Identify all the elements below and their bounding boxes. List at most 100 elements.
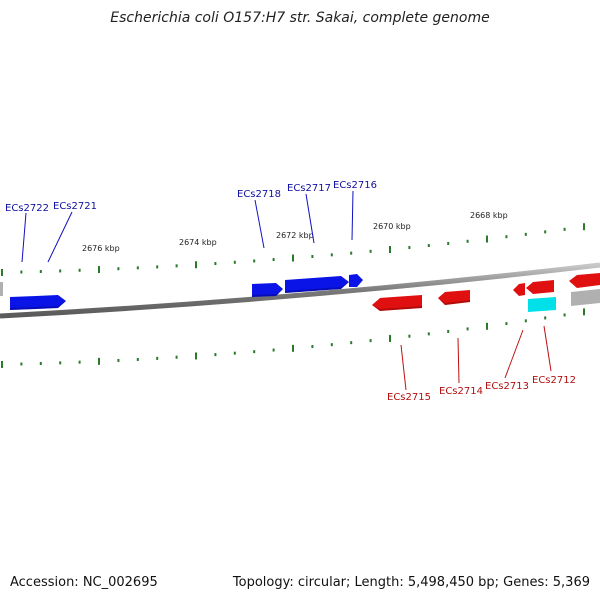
minor-tick bbox=[408, 334, 411, 338]
major-tick bbox=[486, 322, 488, 330]
forward-tick-ring bbox=[1, 223, 585, 276]
major-tick bbox=[389, 245, 391, 253]
scale-label-2672: 2672 kbp bbox=[276, 231, 314, 240]
minor-tick bbox=[447, 329, 450, 333]
minor-tick bbox=[524, 319, 527, 323]
genome-backbone bbox=[0, 262, 600, 319]
forward-genes bbox=[10, 274, 363, 310]
minor-tick bbox=[117, 358, 120, 362]
gene-ECs2713[interactable] bbox=[513, 283, 525, 296]
minor-tick bbox=[505, 322, 508, 326]
gene-ECs2716[interactable] bbox=[349, 274, 363, 287]
minor-tick bbox=[214, 353, 217, 357]
gene-ECs2722[interactable] bbox=[10, 296, 36, 310]
minor-tick bbox=[233, 351, 236, 355]
scale-label-2670: 2670 kbp bbox=[373, 222, 411, 231]
gene-ECs2717[interactable] bbox=[285, 276, 349, 293]
minor-tick bbox=[20, 362, 23, 366]
minor-tick bbox=[59, 361, 62, 365]
reverse-gene-labels: ECs2715 ECs2714 ECs2713 ECs2712 bbox=[387, 375, 576, 403]
minor-tick bbox=[563, 227, 566, 231]
minor-tick bbox=[156, 356, 159, 360]
minor-tick bbox=[524, 232, 527, 236]
minor-tick bbox=[136, 266, 139, 270]
minor-tick bbox=[20, 270, 23, 274]
minor-tick bbox=[39, 270, 42, 274]
gene-ECs2712[interactable] bbox=[526, 280, 554, 294]
minor-tick bbox=[136, 357, 139, 361]
forward-gene-labels: ECs2722 ECs2721 ECs2718 ECs2717 ECs2716 bbox=[5, 180, 377, 214]
minor-tick bbox=[156, 265, 159, 269]
label-ECs2722[interactable]: ECs2722 bbox=[5, 203, 49, 214]
minor-tick bbox=[350, 251, 353, 255]
minor-tick bbox=[505, 235, 508, 239]
minor-tick bbox=[350, 341, 353, 345]
forward-label-lines bbox=[21, 190, 354, 263]
label-ECs2716[interactable]: ECs2716 bbox=[333, 180, 377, 191]
genome-summary-text: Topology: circular; Length: 5,498,450 bp… bbox=[232, 575, 590, 590]
minor-tick bbox=[214, 262, 217, 266]
minor-tick bbox=[311, 345, 314, 349]
minor-tick bbox=[253, 259, 256, 263]
gene-ECs2715[interactable] bbox=[372, 295, 422, 311]
minor-tick bbox=[78, 268, 81, 272]
major-tick bbox=[195, 261, 197, 269]
scale-labels: 2676 kbp 2674 kbp 2672 kbp 2670 kbp 2668… bbox=[82, 211, 508, 253]
major-tick bbox=[583, 223, 585, 231]
scale-label-2668: 2668 kbp bbox=[470, 211, 508, 220]
major-tick bbox=[1, 360, 3, 368]
major-tick bbox=[292, 254, 294, 262]
minor-tick bbox=[59, 269, 62, 273]
reverse-tick-ring bbox=[1, 308, 585, 368]
gene-ECs2718[interactable] bbox=[252, 283, 283, 297]
reverse-label-lines bbox=[400, 325, 552, 391]
minor-tick bbox=[427, 244, 430, 248]
minor-tick bbox=[311, 254, 314, 258]
minor-tick bbox=[447, 241, 450, 245]
major-tick bbox=[292, 344, 294, 352]
feature-cyan[interactable] bbox=[528, 297, 556, 312]
minor-tick bbox=[272, 348, 275, 352]
minor-tick bbox=[233, 260, 236, 264]
minor-tick bbox=[427, 332, 430, 336]
major-tick bbox=[389, 334, 391, 342]
minor-tick bbox=[78, 360, 81, 364]
feature-gray-left[interactable] bbox=[0, 282, 3, 296]
label-ECs2717[interactable]: ECs2717 bbox=[287, 183, 331, 194]
genome-title: Escherichia coli O157:H7 str. Sakai, com… bbox=[110, 10, 490, 26]
minor-tick bbox=[117, 267, 120, 271]
minor-tick bbox=[330, 253, 333, 257]
major-tick bbox=[1, 268, 3, 276]
label-ECs2713[interactable]: ECs2713 bbox=[485, 381, 529, 392]
minor-tick bbox=[272, 258, 275, 262]
minor-tick bbox=[408, 246, 411, 250]
minor-tick bbox=[175, 355, 178, 359]
major-tick bbox=[98, 266, 100, 274]
minor-tick bbox=[175, 264, 178, 268]
gene-ECs2721[interactable] bbox=[36, 295, 66, 309]
minor-tick bbox=[330, 343, 333, 347]
feature-gray[interactable] bbox=[571, 289, 600, 306]
scale-label-2676: 2676 kbp bbox=[82, 244, 120, 253]
gene-ECs2714[interactable] bbox=[438, 290, 470, 305]
accession-text: Accession: NC_002695 bbox=[10, 575, 158, 590]
label-ECs2715[interactable]: ECs2715 bbox=[387, 392, 431, 403]
minor-tick bbox=[369, 339, 372, 343]
gene-reverse-edge[interactable] bbox=[569, 273, 600, 288]
label-ECs2721[interactable]: ECs2721 bbox=[53, 201, 97, 212]
minor-tick bbox=[253, 350, 256, 354]
minor-tick bbox=[544, 316, 547, 320]
major-tick bbox=[98, 357, 100, 365]
minor-tick bbox=[369, 249, 372, 253]
reverse-genes bbox=[372, 273, 600, 311]
scale-label-2674: 2674 kbp bbox=[179, 238, 217, 247]
label-ECs2712[interactable]: ECs2712 bbox=[532, 375, 576, 386]
minor-tick bbox=[39, 361, 42, 365]
minor-tick bbox=[466, 239, 469, 243]
label-ECs2714[interactable]: ECs2714 bbox=[439, 386, 483, 397]
major-tick bbox=[583, 308, 585, 316]
minor-tick bbox=[466, 327, 469, 331]
label-ECs2718[interactable]: ECs2718 bbox=[237, 189, 281, 200]
